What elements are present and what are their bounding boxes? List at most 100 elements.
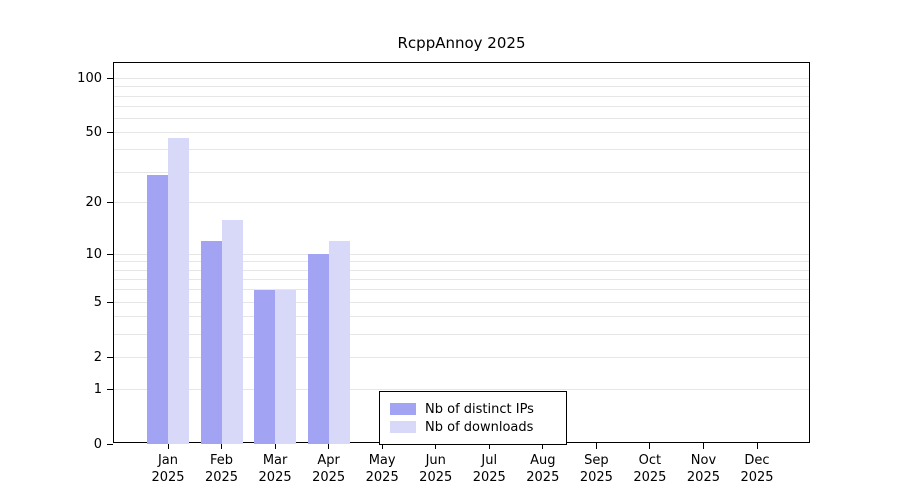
x-tick-label: Sep 2025 <box>564 452 628 486</box>
x-tick-month: Oct <box>638 453 662 468</box>
x-tick <box>702 443 704 449</box>
x-tick-year: 2025 <box>204 470 239 485</box>
y-tick <box>107 356 113 358</box>
x-tick <box>221 443 223 449</box>
legend-swatch <box>390 403 416 415</box>
bar-jan-downloads <box>168 137 189 444</box>
x-tick <box>649 443 651 449</box>
gridline <box>114 106 809 107</box>
chart-title: RcppAnnoy 2025 <box>397 34 526 52</box>
x-tick-year: 2025 <box>633 470 667 485</box>
gridline <box>114 149 809 151</box>
x-tick-label: Nov 2025 <box>671 452 735 486</box>
y-tick <box>107 202 113 204</box>
gridline <box>114 253 809 255</box>
gridline <box>114 261 809 263</box>
y-tick-label: 50 <box>85 125 102 141</box>
x-tick-year: 2025 <box>312 470 346 485</box>
legend-item: Nb of distinct IPs <box>390 401 556 417</box>
bar-apr-distinct-ips <box>307 254 329 444</box>
x-tick-year: 2025 <box>419 470 453 485</box>
bar-jan-distinct-ips <box>147 174 168 444</box>
x-tick-month: Jul <box>481 453 498 468</box>
x-tick-year: 2025 <box>472 470 506 485</box>
x-tick <box>488 443 490 449</box>
gridline <box>114 171 809 173</box>
gridline <box>114 289 809 291</box>
x-tick-month: Jun <box>425 453 446 468</box>
gridline <box>114 95 809 97</box>
bar-feb-distinct-ips <box>200 240 222 444</box>
legend-item: Nb of downloads <box>390 419 556 435</box>
x-tick-month: May <box>368 453 396 468</box>
gridline <box>114 316 809 318</box>
bar-mar-downloads <box>275 289 297 444</box>
x-tick-month: Jan <box>157 453 179 468</box>
x-tick-year: 2025 <box>686 470 720 485</box>
x-tick-month: Apr <box>317 453 340 468</box>
legend: Nb of distinct IPs Nb of downloads <box>379 391 567 445</box>
y-tick-label: 20 <box>85 195 102 211</box>
x-tick-month: Mar <box>262 453 288 468</box>
gridline <box>114 118 809 120</box>
legend-label: Nb of distinct IPs <box>425 401 534 417</box>
gridline <box>114 388 809 390</box>
gridline <box>114 333 809 335</box>
x-tick-label: May 2025 <box>350 452 414 486</box>
y-tick <box>107 443 113 445</box>
bar-feb-downloads <box>221 219 243 444</box>
x-tick-month: Dec <box>744 453 770 468</box>
y-tick-label: 10 <box>85 246 102 262</box>
x-tick-year: 2025 <box>365 470 399 485</box>
x-tick-year: 2025 <box>740 470 774 485</box>
x-tick-label: Aug 2025 <box>511 452 575 486</box>
x-tick-year: 2025 <box>258 470 292 485</box>
x-tick-label: Jan 2025 <box>136 452 200 486</box>
plot-area: 0 1 2 5 10 20 50 100 Jan 2025 Feb 2025 Mar 2025 Apr 202… <box>77 62 810 485</box>
x-tick-label: Apr 2025 <box>297 452 361 486</box>
x-tick <box>167 443 169 449</box>
bar-mar-distinct-ips <box>254 289 276 444</box>
x-tick-label: Dec 2025 <box>725 452 789 486</box>
gridline <box>114 78 809 80</box>
x-tick-label: Jul 2025 <box>457 452 521 486</box>
gridline <box>114 269 809 271</box>
gridline <box>114 301 809 303</box>
y-tick <box>107 253 113 255</box>
x-tick-year: 2025 <box>526 470 560 485</box>
x-tick-year: 2025 <box>579 470 613 485</box>
gridline <box>114 278 809 280</box>
x-tick-label: Mar 2025 <box>243 452 307 486</box>
gridline <box>114 202 809 204</box>
y-tick <box>107 132 113 134</box>
x-tick <box>274 443 276 449</box>
x-tick-month: Aug <box>530 453 556 468</box>
gridline <box>114 356 809 358</box>
y-tick-label: 5 <box>93 294 102 310</box>
y-tick-label: 1 <box>93 381 102 397</box>
y-tick-label: 0 <box>93 436 102 452</box>
x-tick <box>381 443 383 449</box>
x-tick <box>595 443 597 449</box>
x-tick-month: Nov <box>690 453 717 468</box>
y-tick <box>107 301 113 303</box>
y-tick <box>107 388 113 390</box>
bar-apr-downloads <box>328 240 350 444</box>
x-tick-month: Feb <box>210 453 234 468</box>
x-tick-label: Oct 2025 <box>618 452 682 486</box>
legend-label: Nb of downloads <box>425 419 534 435</box>
gridline <box>114 132 809 134</box>
x-tick <box>756 443 758 449</box>
x-tick-label: Feb 2025 <box>190 452 254 486</box>
y-tick <box>107 78 113 80</box>
y-tick-label: 100 <box>77 71 102 87</box>
x-tick-year: 2025 <box>151 470 185 485</box>
x-tick-label: Jun 2025 <box>404 452 468 486</box>
x-tick-month: Sep <box>584 453 609 468</box>
x-tick <box>435 443 437 449</box>
x-tick <box>542 443 544 449</box>
y-tick-label: 2 <box>93 349 102 365</box>
x-tick <box>328 443 330 449</box>
legend-swatch <box>390 421 416 433</box>
